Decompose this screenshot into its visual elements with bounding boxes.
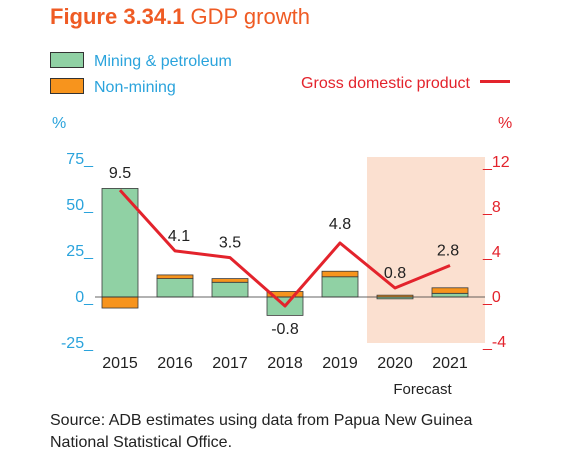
right-axis-tick: _4 (482, 244, 501, 261)
gdp-data-label: 2.8 (437, 243, 459, 260)
legend-nonmining-label: Non-mining (94, 79, 176, 96)
left-axis-tick: -25_ (61, 335, 94, 352)
chart-title: Figure 3.34.1 GDP growth (50, 4, 310, 30)
legend-gdp: Gross domestic product (301, 75, 510, 93)
left-axis-unit: % (52, 115, 66, 132)
bar-nonmining (321, 270, 359, 278)
right-axis-tick: _8 (482, 199, 501, 216)
bar-mining (156, 278, 194, 298)
bar-nonmining (211, 278, 249, 283)
figure-title-text: GDP growth (190, 4, 310, 29)
legend-mining-swatch (50, 52, 84, 68)
gdp-data-label: 0.8 (384, 265, 406, 282)
x-axis-tick: 2016 (157, 355, 193, 372)
right-axis-tick: _-4 (482, 334, 506, 351)
legend-gdp-line (480, 80, 510, 83)
gdp-data-label: 4.8 (329, 216, 351, 233)
bar-nonmining (101, 296, 139, 309)
gdp-line (118, 189, 451, 308)
legend-nonmining-swatch (50, 78, 84, 94)
x-axis-tick: 2017 (212, 355, 248, 372)
left-axis-tick: 50_ (66, 197, 94, 214)
x-axis-tick: 2015 (102, 355, 138, 372)
x-axis-tick: 2018 (267, 355, 303, 372)
x-axis-tick: 2021 (432, 355, 468, 372)
left-axis-tick: 75_ (66, 151, 94, 168)
bar-mining (431, 292, 469, 298)
gdp-growth-chart: % -25_ 0_ 25_ 50_ 75_% _-4 _0 _4 _8 _12 9.5 4.1 3.5 -0… (52, 115, 512, 398)
gdp-data-label: 9.5 (109, 165, 131, 182)
gdp-data-label: -0.8 (271, 321, 299, 338)
gdp-data-label: 3.5 (219, 235, 241, 252)
right-axis-tick: _12 (482, 154, 510, 171)
right-axis-tick: _0 (482, 289, 501, 306)
legend-nonmining: Non-mining (50, 78, 176, 97)
forecast-band (367, 157, 485, 343)
gdp-data-label: 4.1 (168, 228, 190, 245)
figure-number: Figure 3.34.1 (50, 4, 185, 29)
bar-nonmining (156, 274, 194, 280)
bar-mining (211, 281, 249, 298)
left-axis-tick: 25_ (66, 243, 94, 260)
legend-mining: Mining & petroleum (50, 52, 232, 71)
x-axis-tick: 2019 (322, 355, 358, 372)
bar-nonmining (431, 287, 469, 294)
bar-mining (321, 276, 359, 298)
x-axis-tick: 2020 (377, 355, 413, 372)
legend-gdp-label: Gross domestic product (301, 75, 470, 92)
left-axis-tick: 0_ (75, 289, 94, 306)
right-axis-unit: % (498, 115, 512, 132)
source-note: Source: ADB estimates using data from Pa… (50, 412, 473, 451)
legend-mining-label: Mining & petroleum (94, 53, 232, 70)
forecast-label: Forecast (393, 381, 452, 398)
